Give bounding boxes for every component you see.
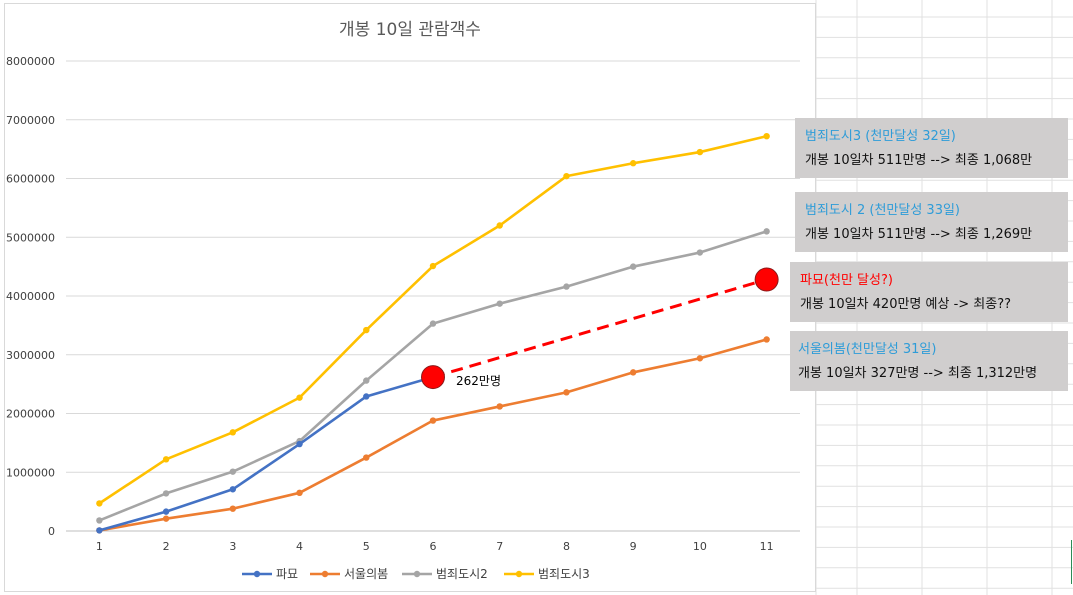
y-tick-label: 1000000	[6, 466, 55, 479]
data-point	[363, 454, 370, 461]
data-point	[229, 429, 237, 436]
data-point	[496, 222, 503, 229]
data-point	[496, 300, 503, 307]
highlight-marker	[421, 365, 445, 390]
x-tick-label: 2	[163, 540, 170, 553]
data-point	[229, 505, 237, 512]
callout-beomjoe2-head: 범죄도시 2 (천만달성 33일)	[805, 203, 960, 218]
callout-beomjoe2: 범죄도시 2 (천만달성 33일) 개봉 10일차 511만명 --> 최종 1…	[795, 192, 1068, 252]
sheet-selection-edge	[1071, 540, 1072, 584]
y-tick-label: 7000000	[6, 114, 55, 127]
x-tick-label: 3	[229, 540, 236, 553]
data-point	[296, 394, 303, 401]
projection-line	[432, 278, 768, 379]
legend-marker	[321, 570, 329, 578]
data-point	[563, 389, 570, 396]
callout-beomjoe3-body: 개봉 10일차 511만명 --> 최종 1,068만	[805, 153, 1033, 168]
data-point	[96, 517, 103, 524]
callout-pamyo-head: 파묘(천만 달성?)	[800, 273, 893, 288]
callout-seoul-body: 개봉 10일차 327만명 --> 최종 1,312만명	[798, 366, 1038, 381]
legend-label: 범죄도시3	[538, 567, 590, 581]
data-point	[363, 393, 370, 400]
data-point	[429, 417, 437, 424]
data-point	[696, 249, 704, 256]
y-tick-label: 0	[48, 525, 55, 538]
callout-pamyo: 파묘(천만 달성?) 개봉 10일차 420만명 예상 -> 최종??	[790, 262, 1068, 322]
data-point	[763, 228, 770, 235]
data-point	[363, 377, 370, 384]
data-point	[629, 369, 637, 376]
data-point	[429, 320, 437, 327]
x-tick-label: 8	[563, 540, 570, 553]
data-point	[763, 133, 770, 140]
data-point	[629, 263, 637, 270]
legend-label: 서울의봄	[344, 567, 388, 581]
callout-seoul: 서울의봄(천만달성 31일) 개봉 10일차 327만명 --> 최종 1,31…	[790, 331, 1068, 391]
data-point	[96, 527, 103, 534]
data-point	[296, 489, 303, 497]
data-point	[429, 262, 437, 270]
data-point	[229, 468, 237, 475]
y-tick-label: 5000000	[6, 231, 55, 244]
callout-pamyo-body: 개봉 10일차 420만명 예상 -> 최종??	[800, 297, 1011, 312]
callout-beomjoe2-body: 개봉 10일차 511만명 --> 최종 1,269만	[805, 227, 1033, 242]
y-tick-label: 8000000	[6, 55, 55, 68]
y-tick-label: 4000000	[6, 290, 55, 303]
data-point	[162, 515, 170, 522]
x-tick-label: 11	[760, 540, 774, 553]
data-point	[162, 508, 170, 515]
legend-marker	[515, 570, 523, 578]
x-tick-label: 6	[430, 540, 437, 553]
chart-area[interactable]	[4, 3, 816, 592]
series-line	[99, 375, 434, 532]
x-tick-label: 7	[496, 540, 503, 553]
x-tick-label: 4	[296, 540, 303, 553]
data-point	[696, 355, 704, 362]
data-point	[96, 500, 103, 507]
data-point	[563, 283, 570, 290]
data-point	[629, 160, 637, 167]
callout-beomjoe3: 범죄도시3 (천만달성 32일) 개봉 10일차 511만명 --> 최종 1,…	[795, 118, 1068, 178]
legend-label: 범죄도시2	[436, 567, 488, 581]
callout-beomjoe3-head: 범죄도시3 (천만달성 32일)	[805, 129, 956, 144]
y-tick-label: 6000000	[6, 173, 55, 186]
data-point	[363, 326, 370, 334]
callout-seoul-head: 서울의봄(천만달성 31일)	[798, 342, 937, 357]
data-point	[162, 490, 170, 497]
data-point	[563, 172, 570, 180]
x-tick-label: 10	[693, 540, 707, 553]
series-line	[98, 134, 767, 505]
data-point	[496, 403, 503, 410]
data-point	[162, 456, 170, 463]
y-tick-label: 2000000	[6, 408, 55, 421]
y-tick-label: 3000000	[6, 349, 55, 362]
legend-marker	[253, 570, 261, 578]
data-point	[696, 148, 704, 156]
annotation-label: 262만명	[456, 374, 501, 388]
chart-title: 개봉 10일 관람객수	[339, 20, 481, 40]
legend-label: 파묘	[276, 567, 298, 581]
x-tick-label: 9	[630, 540, 637, 553]
legend-marker	[413, 570, 421, 578]
highlight-marker	[754, 267, 779, 292]
data-point	[296, 440, 303, 448]
x-tick-label: 5	[363, 540, 370, 553]
x-tick-label: 1	[96, 540, 103, 553]
data-point	[763, 336, 770, 343]
data-point	[229, 486, 237, 493]
